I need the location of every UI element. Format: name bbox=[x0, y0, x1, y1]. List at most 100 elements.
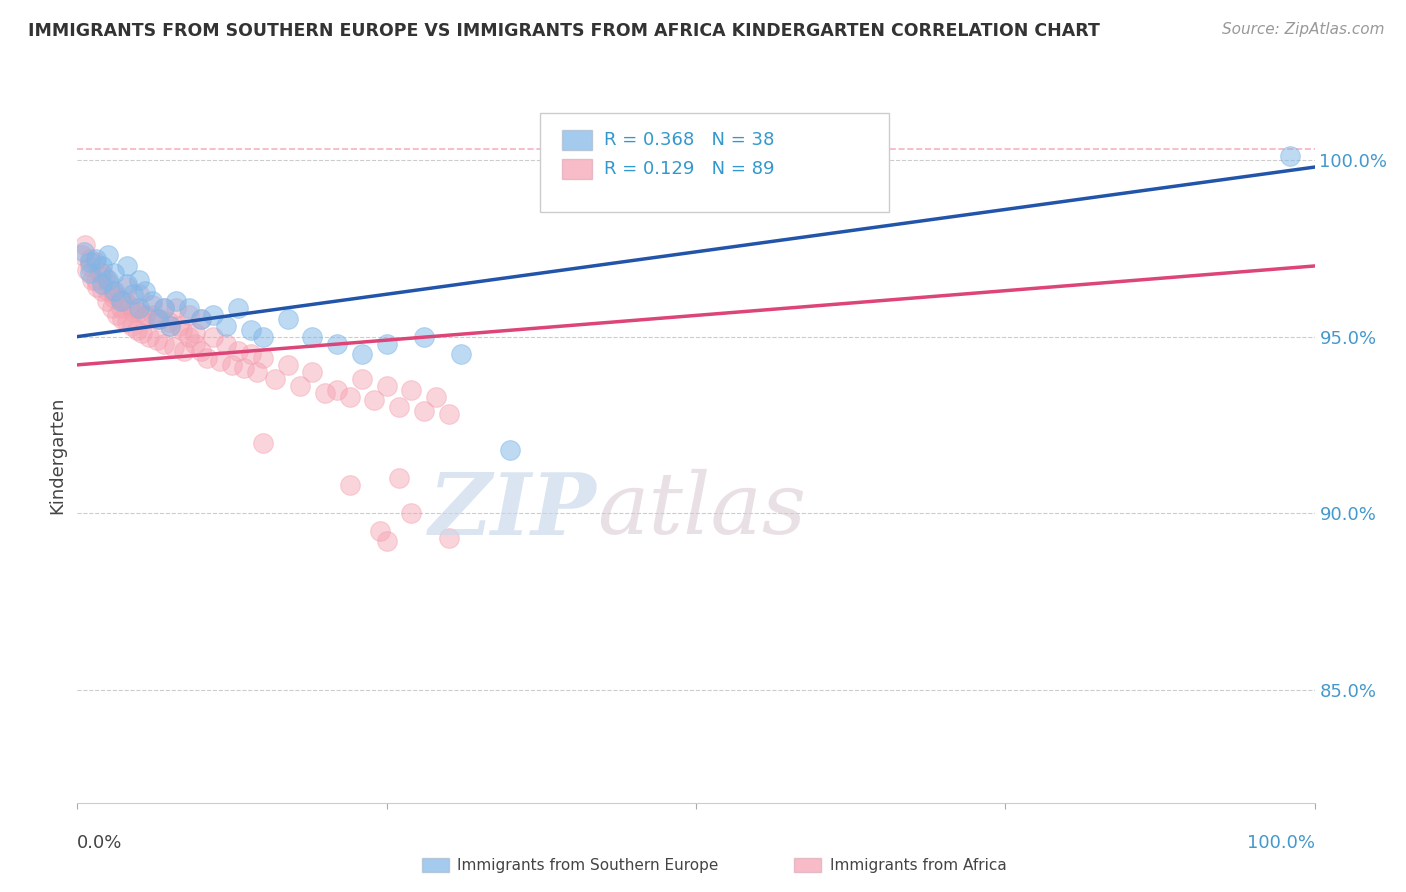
Point bbox=[375, 534, 398, 549]
Point bbox=[108, 291, 131, 305]
Point bbox=[79, 252, 101, 266]
Text: Immigrants from Africa: Immigrants from Africa bbox=[830, 858, 1007, 872]
Point bbox=[134, 309, 156, 323]
Point bbox=[79, 255, 101, 269]
Point bbox=[177, 309, 200, 323]
Point bbox=[82, 273, 104, 287]
Point bbox=[110, 294, 132, 309]
Point bbox=[146, 312, 169, 326]
Text: 100.0%: 100.0% bbox=[1247, 834, 1315, 852]
Text: Immigrants from Southern Europe: Immigrants from Southern Europe bbox=[457, 858, 718, 872]
Point bbox=[128, 273, 150, 287]
Point bbox=[301, 365, 323, 379]
Point bbox=[326, 336, 349, 351]
Point bbox=[86, 280, 108, 294]
Point bbox=[165, 294, 187, 309]
Point bbox=[97, 284, 120, 298]
Point bbox=[375, 379, 398, 393]
Point bbox=[91, 259, 114, 273]
Point bbox=[190, 312, 212, 326]
Point bbox=[388, 471, 411, 485]
Point bbox=[146, 312, 169, 326]
Text: 0.0%: 0.0% bbox=[77, 834, 122, 852]
Point bbox=[215, 336, 238, 351]
Point bbox=[134, 284, 156, 298]
Point bbox=[105, 309, 128, 323]
Point bbox=[172, 322, 194, 336]
Point bbox=[339, 478, 361, 492]
Point bbox=[173, 343, 195, 358]
Point bbox=[246, 365, 269, 379]
Point bbox=[125, 322, 148, 336]
Point bbox=[190, 312, 212, 326]
Point bbox=[388, 401, 411, 415]
Point bbox=[121, 318, 143, 333]
Point bbox=[252, 329, 274, 343]
Point bbox=[141, 294, 163, 309]
Point bbox=[375, 336, 398, 351]
Point bbox=[153, 336, 176, 351]
Point bbox=[111, 312, 134, 326]
Point bbox=[184, 326, 207, 340]
Point bbox=[73, 237, 96, 252]
Point bbox=[499, 442, 522, 457]
Point bbox=[239, 347, 262, 361]
Point bbox=[97, 248, 120, 262]
Point bbox=[401, 506, 423, 520]
Point bbox=[115, 280, 138, 294]
Point bbox=[233, 361, 256, 376]
Point bbox=[226, 343, 249, 358]
Point bbox=[89, 266, 111, 280]
Point bbox=[252, 351, 274, 365]
Point bbox=[177, 329, 200, 343]
Point bbox=[221, 358, 243, 372]
Point bbox=[425, 390, 447, 404]
Point bbox=[98, 277, 121, 291]
Point bbox=[72, 248, 94, 262]
Point bbox=[110, 301, 132, 316]
Point bbox=[91, 284, 114, 298]
Point bbox=[122, 287, 145, 301]
Point bbox=[163, 340, 186, 354]
Point bbox=[350, 372, 373, 386]
Point bbox=[131, 326, 153, 340]
Point bbox=[118, 298, 141, 312]
Point bbox=[157, 316, 180, 330]
Point bbox=[326, 383, 349, 397]
Text: Source: ZipAtlas.com: Source: ZipAtlas.com bbox=[1222, 22, 1385, 37]
Point bbox=[103, 291, 125, 305]
Point bbox=[112, 294, 135, 309]
Point bbox=[115, 277, 138, 291]
Point bbox=[153, 301, 176, 316]
Y-axis label: Kindergarten: Kindergarten bbox=[48, 396, 66, 514]
Point bbox=[145, 333, 167, 347]
Point bbox=[184, 336, 207, 351]
Point bbox=[93, 269, 115, 284]
Point bbox=[370, 524, 392, 538]
Point bbox=[195, 351, 218, 365]
Point bbox=[208, 354, 231, 368]
Point bbox=[72, 244, 94, 259]
Point bbox=[1278, 149, 1301, 163]
Point bbox=[190, 343, 212, 358]
Point bbox=[277, 358, 299, 372]
Point bbox=[103, 284, 125, 298]
Point bbox=[412, 329, 434, 343]
Point bbox=[277, 312, 299, 326]
Point bbox=[84, 252, 107, 266]
Point bbox=[239, 322, 262, 336]
Point bbox=[101, 301, 124, 316]
Point bbox=[128, 301, 150, 316]
Point bbox=[301, 329, 323, 343]
Point bbox=[215, 318, 238, 333]
Point bbox=[103, 266, 125, 280]
Point bbox=[96, 294, 118, 309]
Point bbox=[363, 393, 385, 408]
Point bbox=[167, 318, 190, 333]
Point bbox=[149, 312, 172, 326]
Point bbox=[128, 287, 150, 301]
Point bbox=[202, 309, 225, 323]
Text: R = 0.129   N = 89: R = 0.129 N = 89 bbox=[603, 161, 775, 178]
Point bbox=[437, 407, 460, 421]
Point bbox=[165, 301, 187, 316]
